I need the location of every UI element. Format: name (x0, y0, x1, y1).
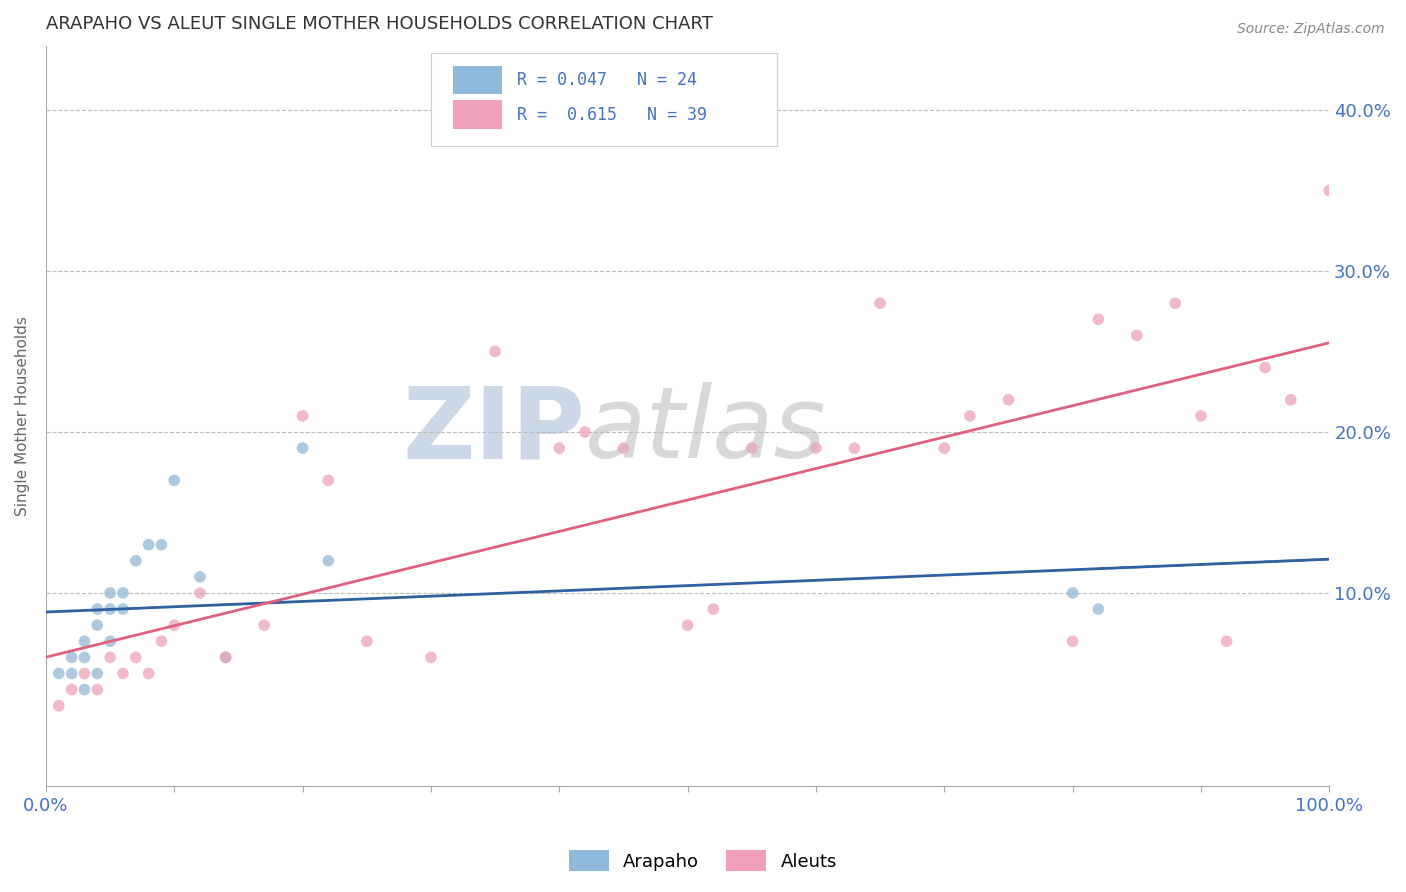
Text: ARAPAHO VS ALEUT SINGLE MOTHER HOUSEHOLDS CORRELATION CHART: ARAPAHO VS ALEUT SINGLE MOTHER HOUSEHOLD… (46, 15, 713, 33)
Point (1087, 312, 1109, 326)
Point (1087, 602, 1109, 616)
Point (253, 618, 276, 632)
Point (934, 441, 956, 455)
Point (48, 666, 70, 681)
Point (73, 634, 96, 648)
Point (997, 392, 1019, 407)
Point (1189, 409, 1212, 423)
Point (676, 618, 699, 632)
Point (804, 441, 827, 455)
Point (73, 682, 96, 697)
Point (86, 618, 108, 632)
FancyBboxPatch shape (453, 101, 502, 128)
Point (138, 666, 160, 681)
Point (214, 650, 236, 665)
Point (1317, 184, 1340, 198)
Point (612, 441, 634, 455)
Point (1164, 296, 1187, 310)
Point (188, 586, 211, 600)
Point (869, 296, 891, 310)
Text: Source: ZipAtlas.com: Source: ZipAtlas.com (1237, 22, 1385, 37)
Point (1062, 586, 1084, 600)
Point (111, 666, 134, 681)
Point (1062, 634, 1084, 648)
Point (73, 650, 96, 665)
Point (574, 425, 596, 439)
Point (214, 650, 236, 665)
Point (163, 618, 186, 632)
Point (1279, 392, 1302, 407)
Point (150, 538, 173, 552)
Point (844, 441, 866, 455)
Point (98, 650, 121, 665)
Point (98, 586, 121, 600)
Point (291, 409, 314, 423)
FancyBboxPatch shape (432, 53, 778, 145)
Point (125, 554, 148, 568)
Point (86, 682, 108, 697)
Point (702, 602, 724, 616)
Point (86, 602, 108, 616)
Point (98, 634, 121, 648)
FancyBboxPatch shape (453, 66, 502, 94)
Point (60, 682, 83, 697)
Text: atlas: atlas (585, 382, 827, 479)
Point (1215, 634, 1237, 648)
Point (138, 538, 160, 552)
Point (484, 344, 506, 359)
Point (420, 650, 443, 665)
Point (125, 650, 148, 665)
Point (98, 602, 121, 616)
Point (1254, 360, 1277, 375)
Text: R =  0.615   N = 39: R = 0.615 N = 39 (517, 105, 707, 123)
Point (188, 570, 211, 584)
Point (356, 634, 378, 648)
Point (741, 441, 763, 455)
Point (291, 441, 314, 455)
Point (548, 441, 571, 455)
Point (111, 602, 134, 616)
Point (86, 666, 108, 681)
Point (1126, 328, 1149, 343)
Text: R = 0.047   N = 24: R = 0.047 N = 24 (517, 70, 697, 88)
Point (150, 634, 173, 648)
Y-axis label: Single Mother Households: Single Mother Households (15, 316, 30, 516)
Point (316, 473, 339, 487)
Point (60, 650, 83, 665)
Point (60, 666, 83, 681)
Point (73, 666, 96, 681)
Point (959, 409, 981, 423)
Legend: Arapaho, Aleuts: Arapaho, Aleuts (562, 843, 844, 879)
Point (48, 698, 70, 713)
Text: ZIP: ZIP (402, 382, 585, 479)
Point (163, 473, 186, 487)
Point (111, 586, 134, 600)
Point (316, 554, 339, 568)
